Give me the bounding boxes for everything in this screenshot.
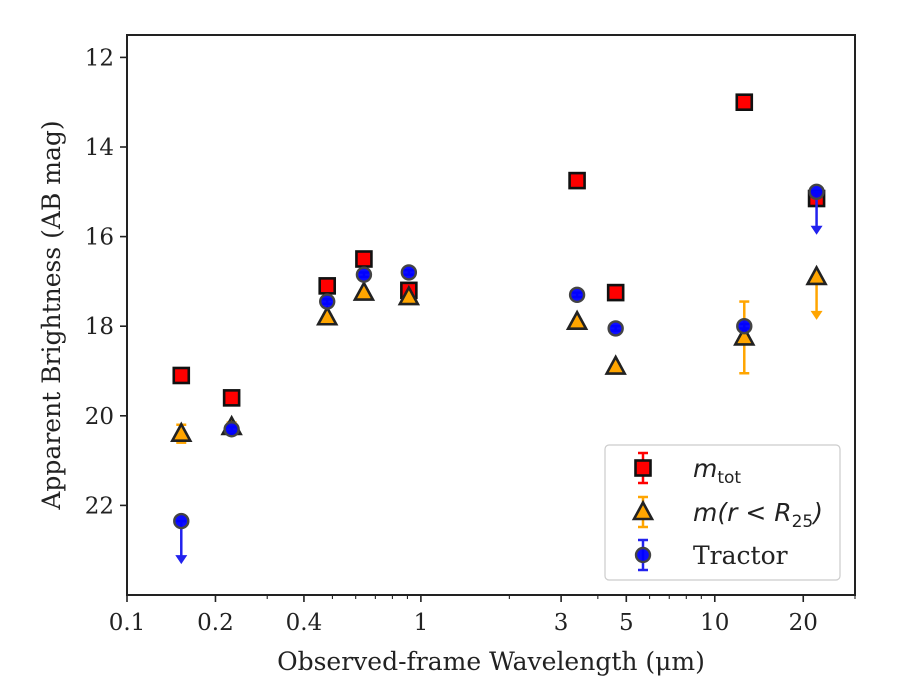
- data-point: [607, 320, 624, 337]
- axes-layer: 0.1 0.2 0.4 1 3 5 10 20 12 14 16 18 20 22: [85, 45, 856, 636]
- y-tick-label: 16: [85, 225, 114, 251]
- x-tick-label: 5: [619, 610, 634, 636]
- x-tick-label: 10: [700, 610, 729, 636]
- y-tick-label: 12: [85, 45, 114, 71]
- data-point: [222, 389, 241, 407]
- x-tick-label: 0.2: [197, 610, 234, 636]
- data-point: [736, 318, 753, 335]
- data-point: [173, 512, 190, 530]
- data-point: [355, 250, 373, 268]
- data-point: [565, 309, 589, 331]
- series-2: [173, 183, 825, 565]
- x-tick-label: 0.1: [109, 610, 146, 636]
- data-point: [568, 171, 586, 190]
- data-point: [223, 421, 240, 438]
- legend-marker: [631, 499, 655, 521]
- x-tick-label: 1: [414, 610, 429, 636]
- y-tick-label: 20: [85, 404, 114, 430]
- data-point: [355, 266, 373, 283]
- y-tick-label: 18: [85, 314, 114, 340]
- legend-label: mtot: [693, 454, 741, 488]
- data-point: [172, 366, 191, 385]
- plot-frame: [126, 34, 856, 596]
- upper-limit-arrowhead: [175, 555, 188, 565]
- y-tick-label: 22: [85, 493, 114, 519]
- legend-label: m(r < R25): [693, 498, 823, 532]
- data-point: [733, 325, 756, 346]
- data-point: [808, 183, 825, 201]
- x-axis-label: Observed-frame Wavelength (μm): [277, 647, 705, 676]
- legend: mtot m(r < R25) Tractor: [604, 444, 841, 581]
- data-point: [805, 264, 828, 286]
- data-point: [352, 280, 376, 301]
- upper-limit-arrowhead: [810, 225, 823, 235]
- x-tick-label: 20: [789, 610, 818, 636]
- upper-limit-arrowhead: [810, 310, 823, 320]
- data-point: [318, 277, 337, 295]
- legend-label: Tractor: [693, 541, 788, 570]
- data-point: [397, 284, 421, 306]
- legend-marker: [634, 546, 652, 564]
- y-axis-label: Apparent Brightness (AB mag): [37, 120, 66, 510]
- x-tick-label: 0.4: [286, 610, 323, 636]
- x-tick-label: 3: [554, 610, 569, 636]
- data-point: [319, 293, 336, 310]
- data-point: [735, 93, 754, 111]
- data-point: [400, 264, 418, 281]
- legend-box: [604, 444, 841, 581]
- y-tick-label: 14: [85, 135, 114, 161]
- data-point: [606, 283, 625, 302]
- data-point: [568, 286, 586, 304]
- data-layer: [170, 93, 828, 565]
- data-point: [604, 354, 627, 375]
- series-1: [170, 264, 828, 444]
- legend-marker: [634, 459, 652, 477]
- series-0: [172, 93, 826, 407]
- data-point: [316, 305, 339, 326]
- data-point: [170, 421, 193, 443]
